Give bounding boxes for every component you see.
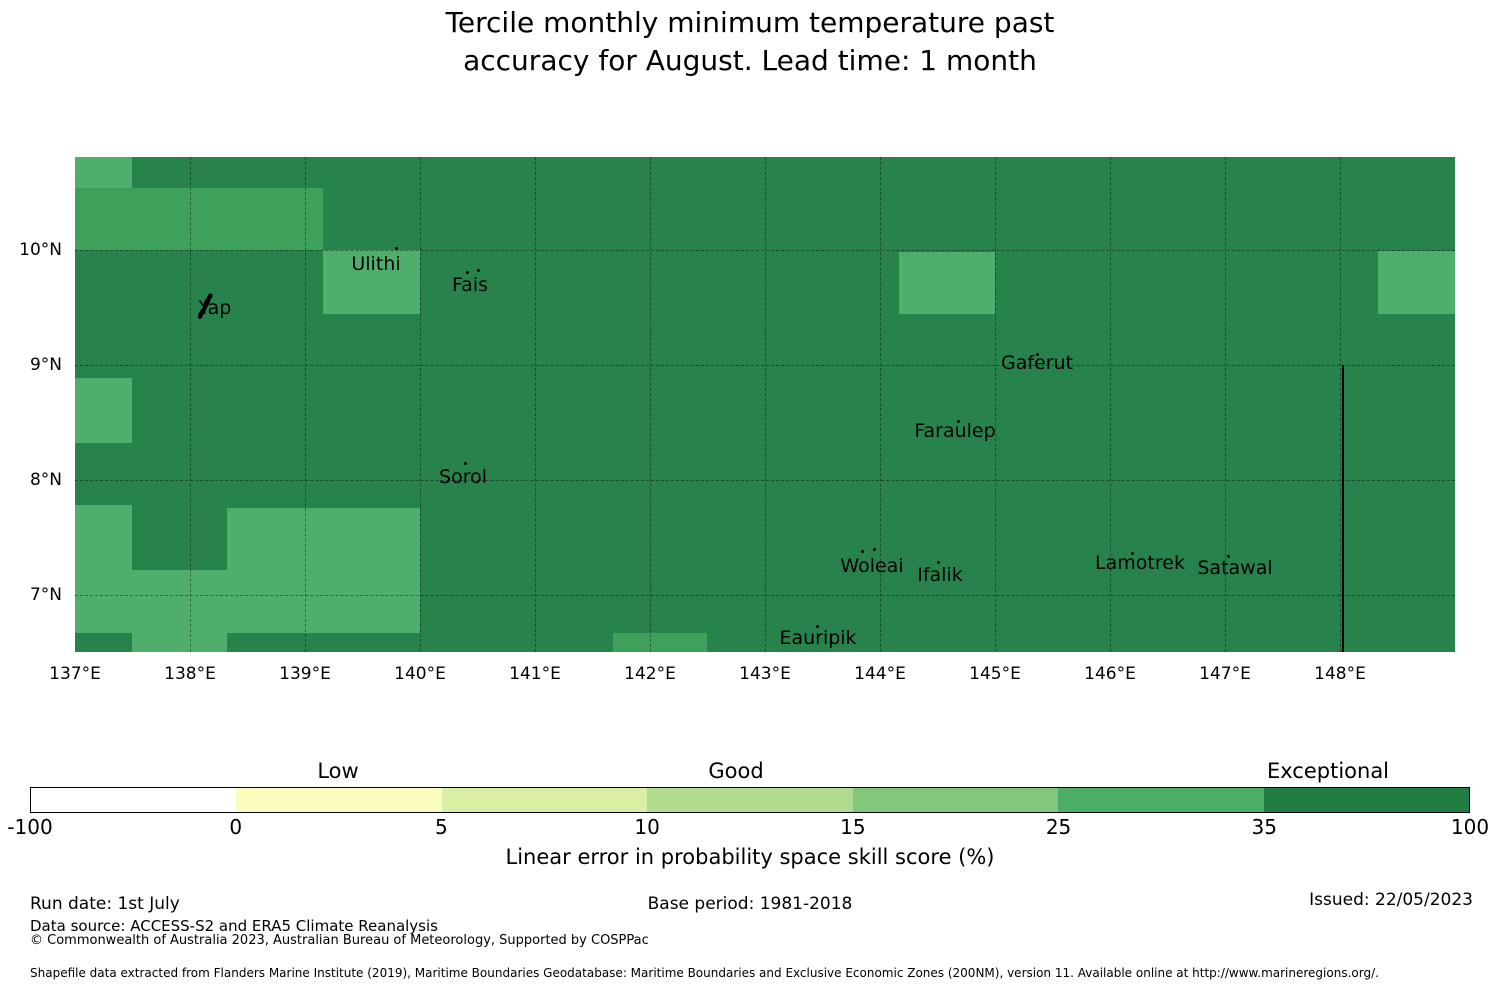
colorbar-segment xyxy=(1263,788,1469,812)
island-marker-dot xyxy=(937,561,940,564)
map-cell xyxy=(613,633,707,652)
x-tick-label: 140°E xyxy=(394,664,446,684)
chart-title: Tercile monthly minimum temperature past… xyxy=(0,4,1500,80)
longitude-gridline xyxy=(1340,157,1341,652)
longitude-gridline xyxy=(1225,157,1226,652)
longitude-gridline xyxy=(995,157,996,652)
colorbar-tick-label: 5 xyxy=(435,815,448,839)
longitude-gridline xyxy=(1110,157,1111,652)
island-label-satawal: Satawal xyxy=(1197,557,1273,579)
colorbar-segment xyxy=(441,788,648,812)
island-label-ifalik: Ifalik xyxy=(917,564,963,586)
x-tick-label: 138°E xyxy=(164,664,216,684)
island-label-ulithi: Ulithi xyxy=(351,253,401,275)
map-cell xyxy=(227,508,420,633)
x-tick-label: 141°E xyxy=(509,664,561,684)
longitude-gridline xyxy=(305,157,306,652)
island-marker-dot xyxy=(816,625,819,628)
footer-shapefile-credit: Shapefile data extracted from Flanders M… xyxy=(30,966,1379,980)
latitude-gridline xyxy=(75,365,1455,366)
colorbar-segment xyxy=(31,788,237,812)
chart-title-line2: accuracy for August. Lead time: 1 month xyxy=(463,44,1037,77)
island-label-sorol: Sorol xyxy=(439,466,487,488)
longitude-gridline xyxy=(190,157,191,652)
colorbar-tick-label: -100 xyxy=(7,815,53,839)
colorbar-tick-label: 10 xyxy=(634,815,660,839)
x-tick-label: 148°E xyxy=(1314,664,1366,684)
map-cell xyxy=(75,157,132,188)
island-label-faraulep: Faraulep xyxy=(914,420,996,442)
island-marker-dot xyxy=(861,550,864,553)
colorbar-tick-label: 0 xyxy=(229,815,243,839)
island-label-yap: Yap xyxy=(198,297,232,319)
colorbar-segment xyxy=(236,788,442,812)
longitude-gridline xyxy=(650,157,651,652)
map-cell xyxy=(323,250,420,314)
latitude-gridline xyxy=(75,595,1455,596)
island-label-gaferut: Gaferut xyxy=(1000,352,1074,374)
map-cell xyxy=(75,188,323,250)
colorbar-region-label: Good xyxy=(708,759,764,783)
x-tick-label: 145°E xyxy=(969,664,1021,684)
island-marker-dot xyxy=(477,269,480,272)
colorbar-region-label: Low xyxy=(317,759,359,783)
island-label-lamotrek: Lamotrek xyxy=(1095,552,1185,574)
island-label-eauripik: Eauripik xyxy=(779,627,857,649)
footer-run-date: Run date: 1st July xyxy=(30,894,180,914)
yap-island-shape xyxy=(198,293,213,319)
footer-data-source: Data source: ACCESS-S2 and ERA5 Climate … xyxy=(30,917,438,935)
y-tick-label: 7°N xyxy=(29,585,62,605)
longitude-gridline xyxy=(535,157,536,652)
footer-issued-date: Issued: 22/05/2023 xyxy=(1309,890,1473,910)
x-tick-label: 146°E xyxy=(1084,664,1136,684)
y-tick-label: 8°N xyxy=(29,470,62,490)
latitude-gridline xyxy=(75,480,1455,481)
x-tick-label: 147°E xyxy=(1199,664,1251,684)
longitude-gridline xyxy=(880,157,881,652)
x-tick-label: 137°E xyxy=(49,664,101,684)
island-marker-dot xyxy=(957,420,960,423)
island-marker-dot xyxy=(1227,555,1230,558)
y-tick-label: 9°N xyxy=(29,355,62,375)
map-cell xyxy=(75,378,132,443)
latitude-gridline xyxy=(75,250,1455,251)
island-marker-dot xyxy=(464,462,467,465)
colorbar-tick-label: 100 xyxy=(1450,815,1490,839)
longitude-gridline xyxy=(420,157,421,652)
eez-boundary-line xyxy=(1342,365,1344,652)
colorbar xyxy=(30,787,1470,813)
island-marker-dot xyxy=(395,247,398,250)
colorbar-segment xyxy=(852,788,1059,812)
map-plot-area: Ulithi Fais Yap Gaferut Faraulep Sorol Woleai I… xyxy=(75,157,1455,652)
map-cell xyxy=(75,505,132,633)
island-marker-dot xyxy=(1131,552,1134,555)
footer-base-period: Base period: 1981-2018 xyxy=(647,894,853,914)
map-cell xyxy=(899,252,995,314)
x-tick-label: 139°E xyxy=(279,664,331,684)
colorbar-tick-label: 35 xyxy=(1251,815,1278,839)
x-tick-label: 142°E xyxy=(624,664,676,684)
colorbar-region-label: Exceptional xyxy=(1266,759,1390,783)
x-tick-label: 144°E xyxy=(854,664,906,684)
colorbar-segment xyxy=(647,788,853,812)
chart-title-line1: Tercile monthly minimum temperature past xyxy=(445,6,1055,39)
island-marker-dot xyxy=(466,271,469,274)
colorbar-axis-label: Linear error in probability space skill … xyxy=(505,845,995,869)
y-tick-label: 10°N xyxy=(19,240,62,260)
longitude-gridline xyxy=(765,157,766,652)
colorbar-tick-label: 25 xyxy=(1045,815,1072,839)
island-marker-dot xyxy=(873,548,876,551)
map-cell xyxy=(1378,251,1455,314)
colorbar-tick-label: 15 xyxy=(840,815,866,839)
map-cell xyxy=(132,570,227,652)
colorbar-segment xyxy=(1058,788,1264,812)
x-tick-label: 143°E xyxy=(739,664,791,684)
footer-copyright: © Commonwealth of Australia 2023, Austra… xyxy=(30,933,649,948)
island-marker-dot xyxy=(1036,353,1039,356)
island-label-woleai: Woleai xyxy=(840,555,904,577)
island-label-fais: Fais xyxy=(451,274,489,296)
